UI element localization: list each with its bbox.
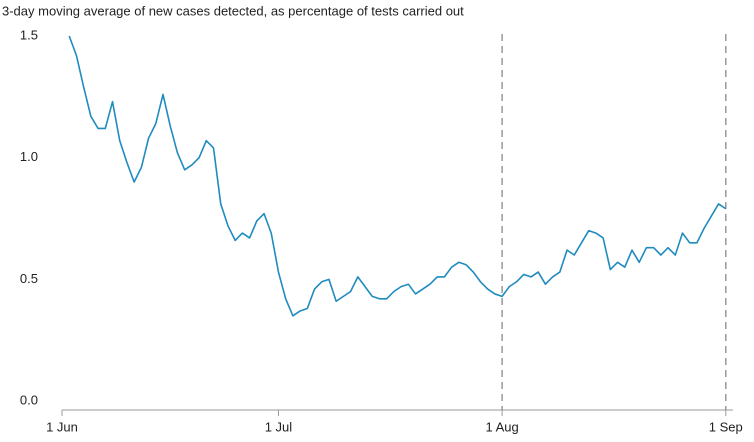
y-tick-label: 0.5 bbox=[20, 271, 38, 286]
data-line bbox=[68, 35, 727, 317]
x-tick-label: 1 Jul bbox=[265, 419, 293, 434]
y-tick-label: 0.0 bbox=[20, 392, 38, 407]
y-tick-label: 1.0 bbox=[20, 149, 38, 164]
x-tick-label: 1 Jun bbox=[46, 419, 78, 434]
chart-title: 3-day moving average of new cases detect… bbox=[2, 3, 464, 18]
x-tick-label: 1 Sep bbox=[709, 419, 743, 434]
x-tick-label: 1 Aug bbox=[485, 419, 518, 434]
y-tick-label: 1.5 bbox=[20, 27, 38, 42]
